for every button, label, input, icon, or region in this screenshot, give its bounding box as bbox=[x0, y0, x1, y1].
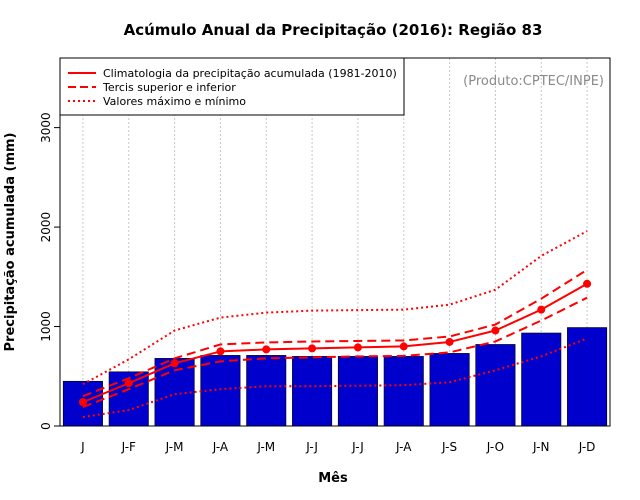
series-point bbox=[537, 305, 546, 314]
x-tick-label: J-A bbox=[212, 440, 229, 454]
chart-title: Acúmulo Anual da Precipitação (2016): Re… bbox=[124, 21, 543, 39]
series-point bbox=[583, 279, 592, 288]
bar bbox=[429, 353, 470, 427]
y-axis-title: Precipitação acumulada (mm) bbox=[3, 133, 18, 352]
series-point bbox=[170, 359, 179, 368]
series-point bbox=[399, 342, 408, 351]
series-point bbox=[445, 337, 454, 346]
x-tick-label: J-D bbox=[578, 440, 596, 454]
series-point bbox=[262, 345, 271, 354]
x-tick-label: J-J bbox=[351, 440, 364, 454]
x-tick-label: J-F bbox=[121, 440, 136, 454]
legend-box bbox=[59, 57, 405, 116]
series-point bbox=[308, 344, 317, 353]
y-tick-label: 3000 bbox=[39, 112, 53, 143]
x-tick-label: J-A bbox=[395, 440, 412, 454]
y-tick-label: 1000 bbox=[39, 311, 53, 342]
bar bbox=[200, 355, 241, 427]
series-line bbox=[82, 230, 588, 386]
series-line bbox=[82, 269, 588, 398]
bar bbox=[475, 344, 516, 427]
series-line bbox=[82, 282, 588, 404]
series-point bbox=[78, 398, 87, 407]
legend: Climatologia da precipitação acumulada (… bbox=[59, 57, 405, 116]
axis-layer: 0 1000 2000 3000 J J-F J-M J-A J-M J-J J-J J-A J-S J-… bbox=[39, 112, 595, 454]
bar bbox=[337, 356, 378, 427]
bar bbox=[383, 356, 424, 427]
series-point bbox=[353, 343, 362, 352]
series-point bbox=[216, 347, 225, 356]
grid-layer bbox=[82, 58, 588, 426]
bar bbox=[567, 327, 608, 427]
bar bbox=[292, 356, 333, 427]
legend-label-max-min: Valores máximo e mínimo bbox=[103, 95, 246, 108]
x-axis-title: Mês bbox=[318, 471, 348, 486]
series-line bbox=[82, 296, 588, 409]
x-tick-label: J-O bbox=[486, 440, 504, 454]
legend-label-climatology: Climatologia da precipitação acumulada (… bbox=[103, 67, 397, 80]
x-tick-label: J-J bbox=[305, 440, 318, 454]
x-tick-label: J-N bbox=[532, 440, 549, 454]
bar bbox=[521, 332, 562, 427]
series-point bbox=[124, 379, 133, 388]
series-line bbox=[82, 337, 588, 419]
x-tick-label: J-M bbox=[165, 440, 184, 454]
line-layer bbox=[78, 230, 592, 419]
bar bbox=[246, 355, 287, 427]
source-note: (Produto:CPTEC/INPE) bbox=[463, 74, 604, 89]
x-tick-label: J bbox=[80, 440, 85, 454]
series-point bbox=[491, 326, 500, 335]
x-tick-label: J-M bbox=[256, 440, 275, 454]
y-tick-label: 2000 bbox=[39, 212, 53, 243]
y-tick-label: 0 bbox=[39, 422, 53, 430]
x-tick-label: J-S bbox=[441, 440, 457, 454]
legend-label-terciles: Tercis superior e inferior bbox=[102, 81, 236, 94]
